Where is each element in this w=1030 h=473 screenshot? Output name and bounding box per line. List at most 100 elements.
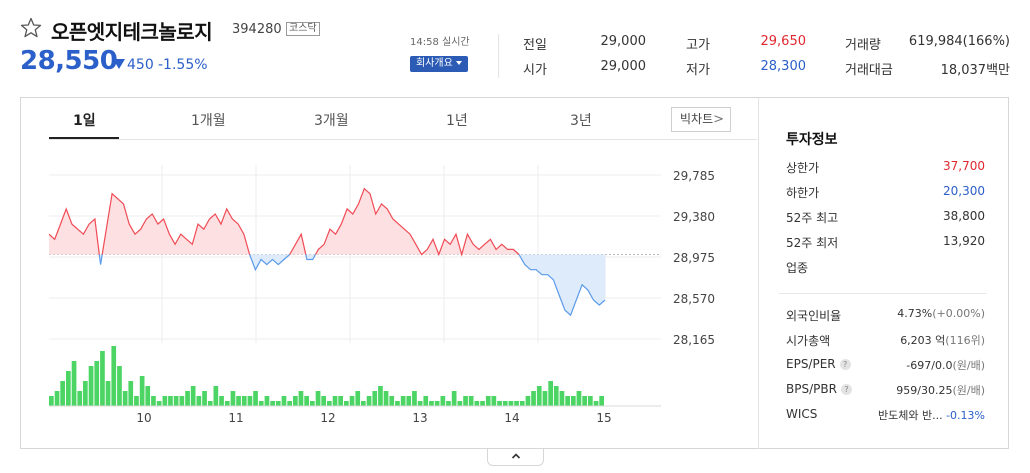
volume-bar [190, 386, 196, 406]
chevron-up-icon [511, 453, 521, 459]
invest-value: 6,203 억(116위) [900, 334, 985, 347]
down-area [519, 254, 605, 316]
price-change: 450 [127, 57, 154, 73]
volume-bar [293, 396, 298, 406]
volume-bar [179, 396, 185, 406]
volume-bar [378, 386, 383, 406]
volume-bar [54, 391, 60, 406]
volume-bar [355, 391, 361, 406]
down-price-line [249, 254, 291, 272]
volume-bar [202, 391, 207, 406]
divider [498, 34, 499, 78]
tab-3month[interactable]: 3개월 [314, 113, 349, 129]
volume-bar [94, 361, 100, 406]
tab-1day[interactable]: 1일 [73, 113, 96, 129]
volume-bar [60, 381, 65, 406]
invest-value[interactable]: 반도체와 반... -0.13% [877, 409, 985, 422]
volume-bar [185, 391, 190, 406]
volume-bar [298, 391, 304, 406]
period-tabs [49, 98, 757, 140]
volume-bar [599, 396, 604, 406]
bigchart-button[interactable]: 빅차트 > [671, 107, 731, 132]
quote-label: 거래량 [845, 38, 881, 53]
tab-1month[interactable]: 1개월 [191, 113, 226, 129]
collapse-button[interactable] [487, 449, 544, 466]
invest-label: BPS/PBR? [786, 382, 852, 396]
help-icon[interactable]: ? [839, 359, 851, 370]
volume-bar [100, 351, 105, 406]
divider [779, 293, 987, 294]
down-arrow-icon [113, 59, 125, 69]
volume-bar [576, 391, 582, 406]
invest-label: 하한가 [786, 186, 820, 200]
volume-bar [429, 401, 434, 406]
caret-down-icon [455, 61, 462, 65]
tab-1year[interactable]: 1년 [446, 113, 468, 129]
volume-bar [519, 401, 525, 406]
down-price-line [98, 254, 103, 265]
volume-bar [247, 396, 253, 406]
invest-value: -697/0.0(원/배) [906, 359, 985, 372]
down-price-line [305, 254, 317, 261]
x-tick-label: 12 [320, 411, 335, 425]
up-price-line [48, 207, 100, 255]
volume-bar [321, 396, 326, 406]
company-overview-button[interactable]: 회사개요 [410, 56, 468, 72]
volume-bar [582, 396, 587, 406]
volume-bar [213, 386, 219, 406]
volume-bar [412, 391, 417, 406]
invest-label: 52주 최저 [786, 236, 839, 250]
volume-bar [224, 401, 230, 406]
stock-code: 394280 [232, 22, 282, 37]
invest-value: 959/30.25(원/배) [896, 384, 985, 397]
y-tick-label: 28,165 [673, 333, 715, 347]
volume-bar [156, 401, 162, 406]
volume-bar [270, 401, 275, 406]
up-price-line [314, 187, 520, 257]
volume-bar [128, 381, 134, 406]
invest-label: EPS/PER? [786, 357, 851, 371]
volume-bar [434, 401, 440, 406]
bigchart-label: 빅차트 [680, 112, 714, 126]
volume-bar [111, 346, 117, 406]
chart-panel: 1일 1개월 3개월 1년 3년 빅차트 > 29,785 29,380 28,975… [20, 97, 1009, 449]
volume-bar [304, 396, 309, 406]
down-area [249, 254, 290, 270]
volume-bar [366, 396, 372, 406]
chevron-right-icon: > [713, 112, 724, 127]
invest-value: 4.73%(+0.00%) [897, 307, 985, 320]
up-area [102, 193, 250, 255]
quote-value: 18,037백만 [940, 63, 1010, 78]
volume-bar [417, 401, 423, 406]
invest-value: 20,300 [943, 184, 985, 198]
volume-bar [548, 381, 553, 406]
invest-label: 상한가 [786, 161, 820, 175]
volume-bar [463, 396, 468, 406]
star-icon[interactable] [20, 17, 42, 39]
invest-label: 외국인비율 [786, 309, 842, 323]
x-tick-label: 15 [596, 411, 611, 425]
volume-bar [49, 396, 54, 406]
volume-bar [332, 396, 338, 406]
y-tick-label: 29,785 [673, 169, 715, 183]
tab-3year[interactable]: 3년 [570, 113, 592, 129]
volume-bar [559, 391, 565, 406]
stock-name: 오픈엣지테크놀로지 [51, 20, 213, 44]
quote-label: 저가 [686, 63, 710, 78]
x-tick-label: 10 [136, 411, 151, 425]
volume-bar [588, 396, 593, 406]
volume-bar [219, 396, 224, 406]
volume-bar [66, 371, 71, 406]
invest-value: 38,800 [943, 209, 985, 223]
help-icon[interactable]: ? [840, 384, 852, 395]
volume-bar [349, 396, 355, 406]
invest-info-title: 투자정보 [786, 132, 838, 148]
x-tick-label: 11 [228, 411, 243, 425]
invest-label: 52주 최고 [786, 211, 839, 225]
volume-bar [139, 376, 145, 406]
volume-bar [440, 396, 446, 406]
up-price-line [289, 232, 307, 255]
volume-bar [105, 381, 111, 406]
invest-label: 시가총액 [786, 334, 831, 348]
volume-bar [117, 366, 122, 406]
